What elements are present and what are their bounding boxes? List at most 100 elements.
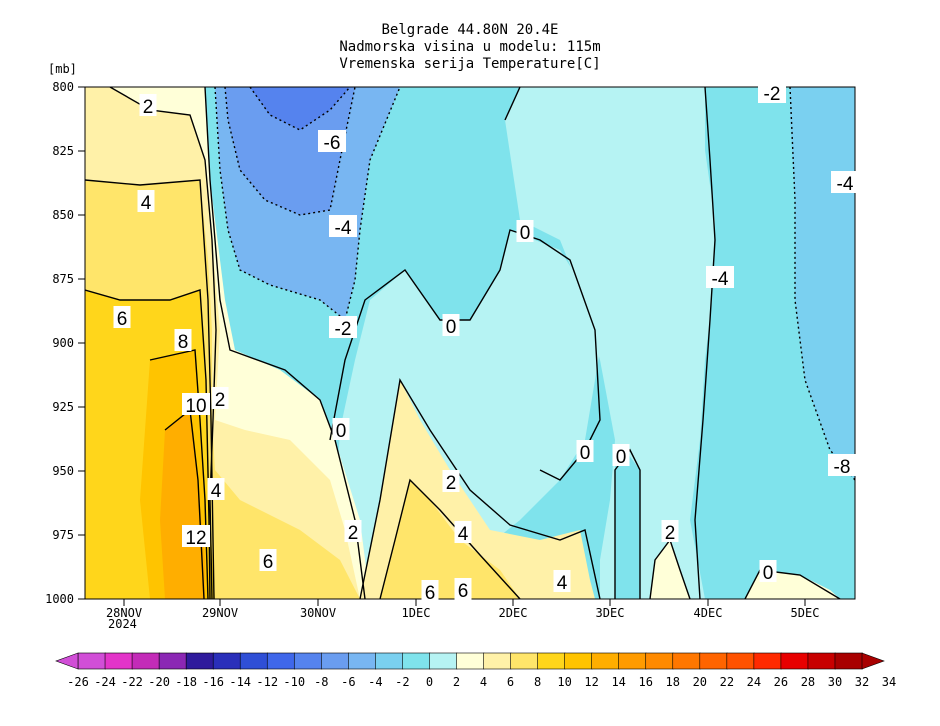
contour-label: -4 — [712, 269, 729, 290]
contour-label-bg — [332, 418, 350, 440]
y-tick-label: 925 — [52, 400, 74, 414]
contour-label: 6 — [425, 583, 436, 604]
colorbar — [55, 652, 885, 670]
x-tick-label: 4DEC — [694, 606, 723, 620]
contour-label: 6 — [263, 552, 274, 573]
x-tick-label: 29NOV — [202, 606, 238, 620]
colorbar-swatch — [429, 652, 458, 670]
band-0-2-right — [505, 87, 715, 599]
contour-label-bg — [211, 387, 229, 409]
colorbar-tick-label: -20 — [148, 675, 170, 689]
colorbar-swatch — [483, 652, 512, 670]
colorbar-swatch — [375, 652, 404, 670]
contour-label: 6 — [117, 309, 128, 330]
colorbar-swatch — [834, 652, 863, 670]
contour-label-bg — [442, 470, 460, 492]
colorbar-tick-label: -18 — [175, 675, 197, 689]
colorbar-swatch — [239, 652, 269, 670]
colorbar-tick-label: 26 — [774, 675, 788, 689]
colorbar-tick-label: -6 — [341, 675, 355, 689]
contour-label-bg — [259, 549, 277, 571]
colorbar-tick-label: -8 — [314, 675, 328, 689]
colorbar-tick-label: 30 — [828, 675, 842, 689]
y-axis-ticks: 800 825 850 875 900 925 950 975 1000 — [45, 80, 85, 606]
colorbar-tick-label: 14 — [611, 675, 625, 689]
colorbar-tick-label: -10 — [283, 675, 305, 689]
colorbar-tick-label: -22 — [121, 675, 143, 689]
contour-label: 2 — [215, 390, 226, 411]
band-minus8-minus6 — [250, 87, 350, 130]
x-axis-ticks: 28NOV 29NOV 30NOV 1DEC 2DEC 3DEC 4DEC 5DEC — [106, 599, 819, 620]
contour-label: 0 — [520, 223, 531, 244]
y-tick-label: 800 — [52, 80, 74, 94]
contour-label-bg — [182, 525, 210, 547]
colorbar-swatch — [402, 652, 431, 670]
colorbar-swatch — [293, 652, 323, 670]
colorbar-tick-label: 32 — [855, 675, 869, 689]
band-right-2-4 — [650, 540, 690, 599]
contour-label: 10 — [185, 396, 206, 417]
contour-label-bg — [137, 190, 155, 212]
colorbar-swatch — [753, 652, 782, 670]
colorbar-tick-label: -24 — [94, 675, 116, 689]
contour-label-bg — [113, 306, 131, 328]
colorbar-tick-label: 16 — [638, 675, 652, 689]
colorbar-swatch — [456, 652, 485, 670]
contour-label-bg — [758, 81, 786, 103]
contour-label-bg — [831, 171, 859, 193]
colorbar-swatch — [185, 652, 214, 670]
contour-label-bg — [182, 393, 210, 415]
colorbar-swatch — [158, 652, 187, 670]
contour-label: 0 — [616, 447, 627, 468]
colorbar-swatch — [537, 652, 566, 670]
contour-label: 4 — [141, 193, 152, 214]
colorbar-high-arrow — [861, 652, 885, 670]
y-unit-label: [mb] — [48, 62, 77, 76]
colorbar-swatch — [780, 652, 809, 670]
chart-title-line2: Nadmorska visina u modelu: 115m — [339, 39, 601, 55]
contour-label-bg — [454, 578, 472, 600]
colorbar-tick-label: 24 — [747, 675, 761, 689]
contour-label-bg — [759, 560, 777, 582]
contour-label-bg — [706, 266, 734, 288]
contour-label: 2 — [348, 523, 359, 544]
x-tick-label: 2DEC — [499, 606, 528, 620]
x-tick-label: 28NOV — [106, 606, 142, 620]
contour-label-bg — [329, 215, 357, 237]
colorbar-swatch — [266, 652, 296, 670]
contour-label: 0 — [580, 443, 591, 464]
contour-label-bg — [454, 521, 472, 543]
colorbar-tick-label: -16 — [202, 675, 224, 689]
contour-label: 6 — [458, 581, 469, 602]
chart-title-line3: Vremenska serija Temperature[C] — [339, 56, 601, 72]
colorbar-tick-label: 10 — [557, 675, 571, 689]
colorbar-swatch — [807, 652, 836, 670]
contour-label: 0 — [446, 317, 457, 338]
colorbar-tick-label: 34 — [882, 675, 896, 689]
y-tick-label: 875 — [52, 272, 74, 286]
colorbar-swatch — [131, 652, 160, 670]
y-tick-label: 1000 — [45, 592, 74, 606]
contour-label: -2 — [335, 319, 352, 340]
contour-label: -6 — [324, 133, 341, 154]
y-tick-label: 975 — [52, 528, 74, 542]
contour-label-bg — [576, 440, 594, 462]
contour-label: 4 — [211, 481, 222, 502]
band-bump-4-6 — [380, 480, 520, 599]
band-strip-3dec — [615, 450, 640, 599]
contour-label: -8 — [834, 457, 851, 478]
colorbar-tick-label: -12 — [256, 675, 278, 689]
contour-label-bg — [174, 329, 192, 351]
colorbar-swatch — [672, 652, 701, 670]
colorbar-swatch — [212, 652, 242, 670]
contour-label: -4 — [837, 174, 854, 195]
negative-contour-lines — [214, 87, 855, 481]
contour-label: 2 — [143, 97, 154, 118]
contour-label-bg — [329, 316, 357, 338]
y-tick-label: 900 — [52, 336, 74, 350]
contour-label: 8 — [178, 332, 189, 353]
colorbar-swatch — [104, 652, 133, 670]
colorbar-tick-label: -14 — [229, 675, 251, 689]
y-tick-label: 825 — [52, 144, 74, 158]
